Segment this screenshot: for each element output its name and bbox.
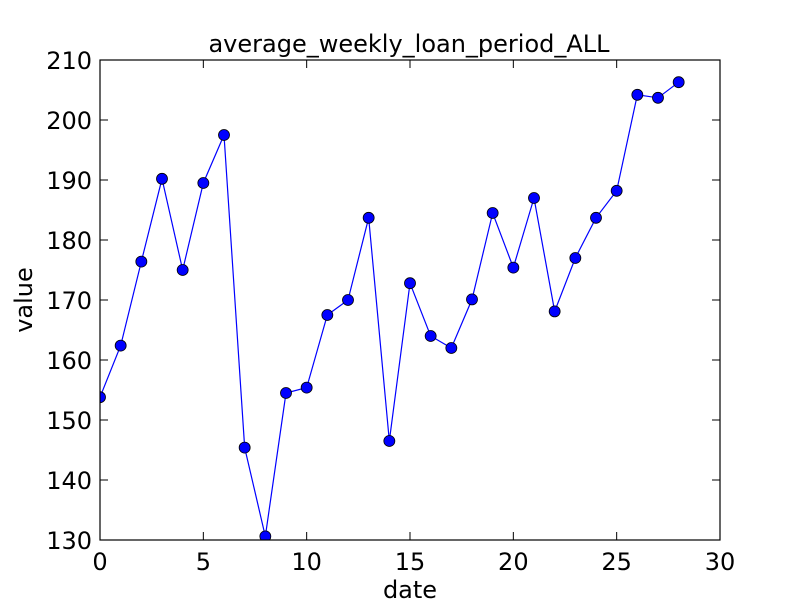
y-tick-label: 140: [46, 467, 92, 495]
data-point: [631, 88, 644, 101]
y-tick-label: 190: [46, 167, 92, 195]
x-tick-label: 20: [498, 548, 529, 576]
data-point: [424, 330, 437, 342]
data-point: [383, 435, 396, 447]
data-point: [362, 211, 375, 224]
y-axis-label: value: [10, 267, 38, 333]
y-tick-label: 180: [46, 227, 92, 255]
chart-title: average_weekly_loan_period_ALL: [208, 30, 610, 58]
y-tick-label: 150: [46, 407, 92, 435]
x-tick-label: 0: [92, 548, 107, 576]
x-tick-label: 10: [291, 548, 322, 576]
data-point: [652, 91, 664, 104]
data-point: [507, 261, 520, 274]
data-point: [135, 255, 148, 268]
y-tick-label: 210: [46, 47, 92, 75]
x-tick-label: 25: [601, 548, 632, 576]
data-point: [176, 264, 189, 276]
data-point: [590, 211, 602, 224]
data-point: [156, 172, 168, 185]
data-point: [672, 76, 685, 89]
data-point: [259, 530, 272, 540]
data-point: [114, 339, 127, 352]
x-tick-label: 30: [705, 548, 736, 576]
data-point: [342, 294, 354, 306]
data-point: [321, 309, 334, 321]
x-axis-label: date: [383, 576, 437, 600]
plot-layer: [100, 76, 685, 540]
y-tick-label: 130: [46, 527, 92, 555]
data-point: [569, 252, 582, 264]
data-point: [528, 192, 540, 204]
data-point: [100, 391, 106, 404]
data-point: [466, 293, 478, 306]
data-point: [218, 129, 230, 141]
x-tick-label: 5: [196, 548, 211, 576]
data-point: [486, 207, 499, 219]
series-line: [100, 81, 680, 537]
data-point: [404, 277, 416, 290]
data-point: [548, 305, 561, 318]
data-point: [280, 387, 292, 399]
data-point: [300, 381, 313, 394]
series-0: [100, 76, 685, 540]
data-point: [610, 184, 623, 197]
data-point: [445, 342, 458, 354]
data-point: [238, 441, 251, 454]
x-tick-label: 15: [395, 548, 426, 576]
y-tick-label: 200: [46, 107, 92, 135]
tick-layer: 0 5 10 15 20 25 30 130 140 150 160 170 180 190 200 210: [46, 47, 735, 576]
data-point: [197, 177, 210, 189]
y-tick-label: 170: [46, 287, 92, 315]
plot-frame: [99, 59, 721, 541]
y-tick-label: 160: [46, 347, 92, 375]
